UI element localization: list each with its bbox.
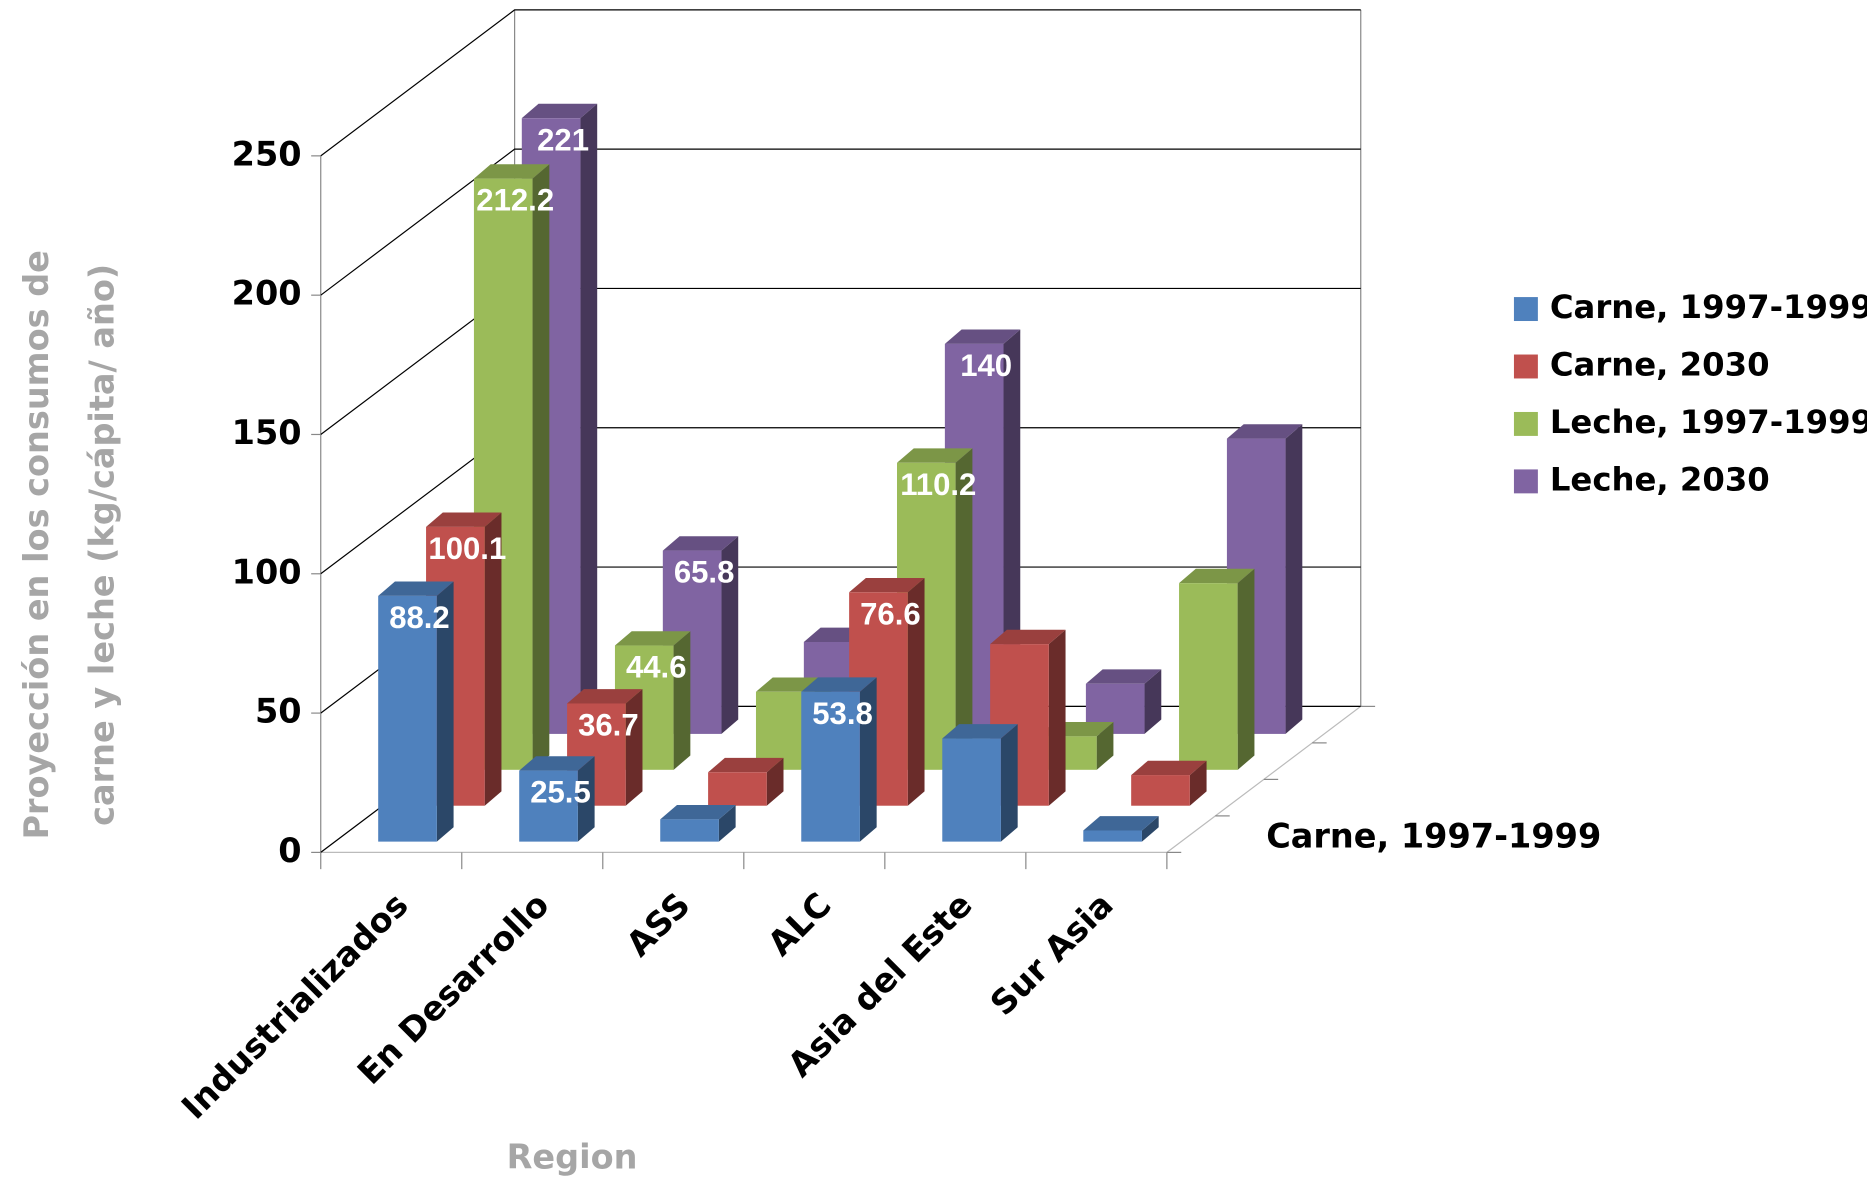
- bar-side: [436, 581, 454, 842]
- y-tick-label: 250: [232, 134, 302, 173]
- bar-side: [1000, 724, 1018, 842]
- value-label: 65.8: [674, 555, 735, 590]
- bar-side: [718, 804, 736, 842]
- legend-label: Leche, 2030: [1550, 460, 1770, 498]
- bar-side: [484, 512, 502, 806]
- bar-top: [1179, 568, 1255, 584]
- bar-side: [532, 164, 550, 770]
- bar-side: [1285, 424, 1303, 734]
- x-axis-title: Region: [507, 1137, 638, 1176]
- value-label: 53.8: [812, 696, 873, 731]
- bar-side: [1189, 760, 1207, 806]
- value-label: 25.5: [530, 775, 591, 810]
- bar: [519, 770, 578, 842]
- bar: [1131, 775, 1190, 806]
- bar-top: [519, 756, 595, 771]
- legend-swatch: [1513, 354, 1538, 379]
- bar: [942, 738, 1001, 842]
- bar-top: [473, 164, 550, 179]
- y-tick-label: 200: [232, 274, 302, 313]
- x-tick-label: ALC: [760, 885, 838, 963]
- bar-side: [1096, 722, 1114, 770]
- bar-side: [673, 631, 691, 770]
- y-axis-title: Proyección en los consumos de: [17, 250, 56, 839]
- x-tick-label: Sur Asia: [983, 885, 1121, 1023]
- bar-top: [990, 629, 1066, 645]
- bar-top: [801, 677, 877, 692]
- bar-top: [662, 536, 739, 551]
- value-label: 88.2: [389, 600, 450, 635]
- bar-top: [708, 757, 784, 773]
- bar-side: [766, 757, 784, 806]
- value-label: 212.2: [476, 183, 554, 218]
- bars: 221 65.8 140 212.2 44.6 110.2 100.1 36.7 76.6 88.…: [378, 103, 1303, 842]
- value-label: 140: [960, 348, 1012, 383]
- bar-top: [378, 581, 454, 596]
- bar: [1179, 583, 1238, 770]
- bar-top: [1083, 816, 1159, 831]
- bar-top: [614, 631, 691, 646]
- bar: [1083, 830, 1142, 842]
- bar-side: [577, 756, 595, 842]
- bar-side: [1048, 629, 1066, 806]
- bar-top: [1131, 760, 1207, 776]
- bar-top: [1085, 669, 1162, 684]
- x-tick-label: ASS: [619, 885, 698, 964]
- legend-swatch: [1513, 411, 1538, 436]
- y-tick-label: 100: [232, 552, 302, 591]
- y-tick-label: 50: [255, 692, 302, 731]
- depth-label: Carne, 1997-1999: [1266, 817, 1601, 856]
- bar: [708, 772, 767, 806]
- bar: [660, 819, 719, 842]
- value-label: 76.6: [860, 596, 921, 631]
- bar-top: [896, 448, 973, 463]
- bar-side: [721, 536, 739, 734]
- bar-side: [625, 689, 643, 806]
- bar-top: [849, 577, 925, 593]
- y-axis-title: carne y leche (kg/cápita/ año): [83, 264, 122, 826]
- value-label: 221: [537, 122, 589, 157]
- bar: [378, 595, 437, 842]
- bar: [801, 691, 860, 842]
- bar-side: [859, 677, 877, 842]
- legend-label: Carne, 1997-1999: [1550, 288, 1867, 326]
- bar-top: [426, 512, 502, 527]
- grid-line: [320, 148, 1361, 296]
- value-label: 100.1: [428, 531, 506, 566]
- legend-label: Carne, 2030: [1550, 345, 1770, 383]
- y-tick-label: 0: [278, 831, 301, 870]
- legend-swatch: [1513, 297, 1538, 322]
- legend-label: Leche, 1997-1999: [1550, 403, 1867, 441]
- bar-top: [567, 689, 643, 704]
- value-label: 36.7: [578, 708, 639, 743]
- bar-side: [1237, 568, 1255, 770]
- bar-top: [944, 329, 1021, 344]
- y-tick-label: 150: [232, 413, 302, 452]
- bar-side: [1141, 816, 1159, 842]
- legend-swatch: [1513, 469, 1538, 494]
- bar-top: [660, 804, 736, 820]
- bar-side: [907, 577, 925, 806]
- x-tick-label: Industrializados: [174, 885, 416, 1127]
- grid-line: [320, 9, 1361, 157]
- value-label: 44.6: [626, 650, 687, 685]
- bar-top: [1226, 424, 1303, 439]
- bar-side: [1144, 669, 1162, 734]
- value-label: 110.2: [900, 467, 976, 502]
- bar-top: [521, 103, 598, 119]
- bar-top: [942, 724, 1018, 739]
- bar-side: [955, 448, 973, 770]
- bar-side: [580, 103, 598, 734]
